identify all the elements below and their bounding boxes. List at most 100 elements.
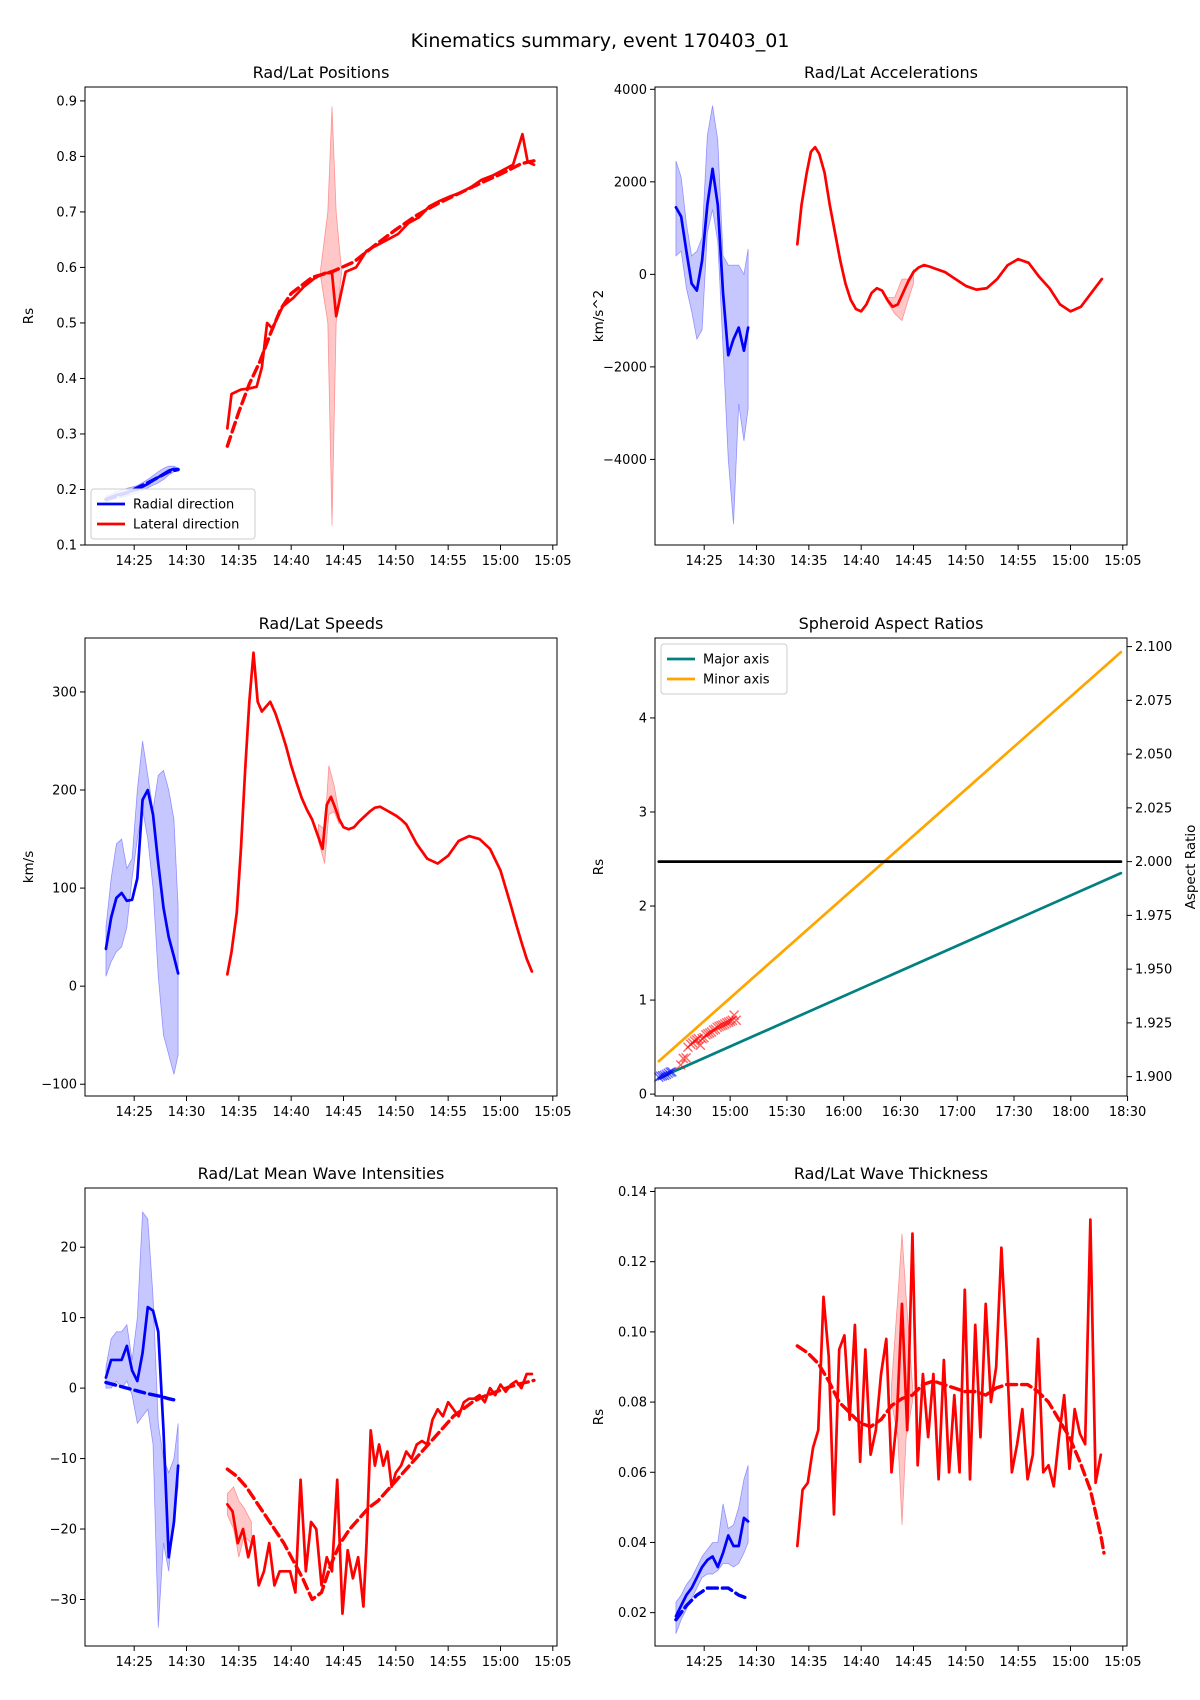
series-line <box>225 1372 534 1615</box>
uncertainty-band <box>105 740 179 1075</box>
series-line <box>657 871 1123 1080</box>
plot-area <box>104 1210 536 1628</box>
y-axis-label: km/s^2 <box>591 290 607 342</box>
x-tick-label: 15:05 <box>534 554 571 569</box>
chart-title: Rad/Lat Positions <box>253 63 390 82</box>
chart-thickness: Rad/Lat Wave Thickness 14:25 14:30 14:35 14:… <box>591 1164 1142 1670</box>
uncertainty-band <box>675 1465 749 1634</box>
y-tick-label: 0.08 <box>618 1396 647 1411</box>
legend: Radial direction Lateral direction <box>90 488 256 540</box>
y-tick-label: 10 <box>60 1311 77 1326</box>
x-tick-label: 15:00 <box>482 1655 519 1670</box>
y-tick-label: 0.12 <box>618 1255 647 1270</box>
x-tick-label: 14:45 <box>895 1655 932 1670</box>
uncertainty-band <box>317 765 340 864</box>
y-tick-label: 2 <box>639 900 647 915</box>
legend-entry: Radial direction <box>133 498 234 513</box>
axes-frame <box>654 86 1128 546</box>
x-tick-label: 17:30 <box>995 1105 1032 1120</box>
y-tick-label: 4000 <box>614 83 647 98</box>
x-tick-label: 14:40 <box>272 1655 309 1670</box>
y-tick-label: 0.2 <box>56 483 77 498</box>
data-point-marker <box>666 1066 677 1077</box>
x-tick-label: 16:00 <box>825 1105 862 1120</box>
y-tick-label: 0.1 <box>56 539 77 554</box>
series-line <box>795 1218 1103 1548</box>
x-tick-label: 15:00 <box>1052 1655 1089 1670</box>
fit-line <box>104 1380 180 1403</box>
y-tick-label: −30 <box>50 1593 77 1608</box>
x-tick-label: 14:25 <box>685 1655 722 1670</box>
series-line <box>225 651 534 976</box>
x-tick-label: 15:05 <box>1104 554 1141 569</box>
y-tick-label: −2000 <box>603 360 647 375</box>
data-point-marker <box>655 1071 666 1082</box>
data-point-marker <box>675 1059 686 1070</box>
uncertainty-band <box>675 105 749 525</box>
y-tick-label: −10 <box>50 1452 77 1467</box>
legend: Major axis Minor axis <box>660 643 788 695</box>
x-tick-label: 14:35 <box>790 554 827 569</box>
y-tick-label: 200 <box>52 784 77 799</box>
x-tick-label: 14:30 <box>168 1105 205 1120</box>
axes-frame <box>84 637 558 1097</box>
data-point-marker <box>665 1067 676 1078</box>
x-tick-label: 15:30 <box>768 1105 805 1120</box>
x-tick-label: 14:35 <box>220 1105 257 1120</box>
x-tick-label: 14:50 <box>377 1655 414 1670</box>
chart-title: Rad/Lat Mean Wave Intensities <box>198 1164 445 1183</box>
x-tick-label: 14:55 <box>999 1655 1036 1670</box>
chart-title: Rad/Lat Speeds <box>259 614 384 633</box>
uncertainty-band <box>105 1210 179 1628</box>
x-tick-label: 14:50 <box>947 554 984 569</box>
data-point-marker <box>678 1053 689 1064</box>
series-line <box>674 167 750 357</box>
y-tick-label: 0 <box>639 1088 647 1103</box>
x-tick-label: 14:25 <box>115 1655 152 1670</box>
series-line <box>104 1305 180 1559</box>
y-right-tick-label: 1.950 <box>1135 963 1172 978</box>
fit-line <box>225 159 536 448</box>
axes-frame <box>84 1187 558 1647</box>
y-tick-label: 0.04 <box>618 1536 647 1551</box>
x-tick-label: 17:00 <box>939 1105 976 1120</box>
y-right-tick-label: 2.025 <box>1135 801 1172 816</box>
fit-line <box>674 1586 750 1622</box>
y-right-tick-label: 1.975 <box>1135 909 1172 924</box>
y-tick-label: 0.5 <box>56 316 77 331</box>
y-tick-label: 0 <box>639 268 647 283</box>
series-line <box>104 788 180 975</box>
x-tick-label: 14:30 <box>655 1105 692 1120</box>
y-axis-label: Rs <box>591 1409 607 1425</box>
y-right-tick-label: 2.050 <box>1135 748 1172 763</box>
figure-title: Kinematics summary, event 170403_01 <box>410 30 790 52</box>
y-tick-label: −100 <box>41 1078 77 1093</box>
x-tick-label: 16:30 <box>882 1105 919 1120</box>
y-tick-label: 0 <box>69 980 77 995</box>
y-tick-label: 2000 <box>614 175 647 190</box>
uncertainty-band <box>226 1485 252 1558</box>
x-tick-label: 14:35 <box>220 1655 257 1670</box>
plot-area <box>674 1218 1106 1634</box>
chart-title: Rad/Lat Wave Thickness <box>794 1164 988 1183</box>
axes-frame <box>654 1187 1128 1647</box>
x-tick-label: 15:00 <box>482 554 519 569</box>
y-tick-label: 100 <box>52 882 77 897</box>
x-tick-label: 14:40 <box>842 554 879 569</box>
x-tick-label: 14:35 <box>790 1655 827 1670</box>
x-tick-label: 14:50 <box>377 1105 414 1120</box>
plot-area <box>104 651 534 1075</box>
y-tick-label: 0.8 <box>56 150 77 165</box>
series-line <box>674 1516 750 1618</box>
y-tick-label: 0.02 <box>618 1606 647 1621</box>
x-tick-label: 15:00 <box>482 1105 519 1120</box>
y-tick-label: 0.4 <box>56 372 77 387</box>
x-tick-label: 14:35 <box>220 554 257 569</box>
x-tick-label: 14:30 <box>168 554 205 569</box>
y-tick-label: 0.3 <box>56 427 77 442</box>
y-tick-label: 0.9 <box>56 94 77 109</box>
x-tick-label: 14:45 <box>895 554 932 569</box>
y-right-tick-label: 1.925 <box>1135 1016 1172 1031</box>
x-tick-label: 14:30 <box>738 1655 775 1670</box>
x-tick-label: 14:50 <box>377 554 414 569</box>
